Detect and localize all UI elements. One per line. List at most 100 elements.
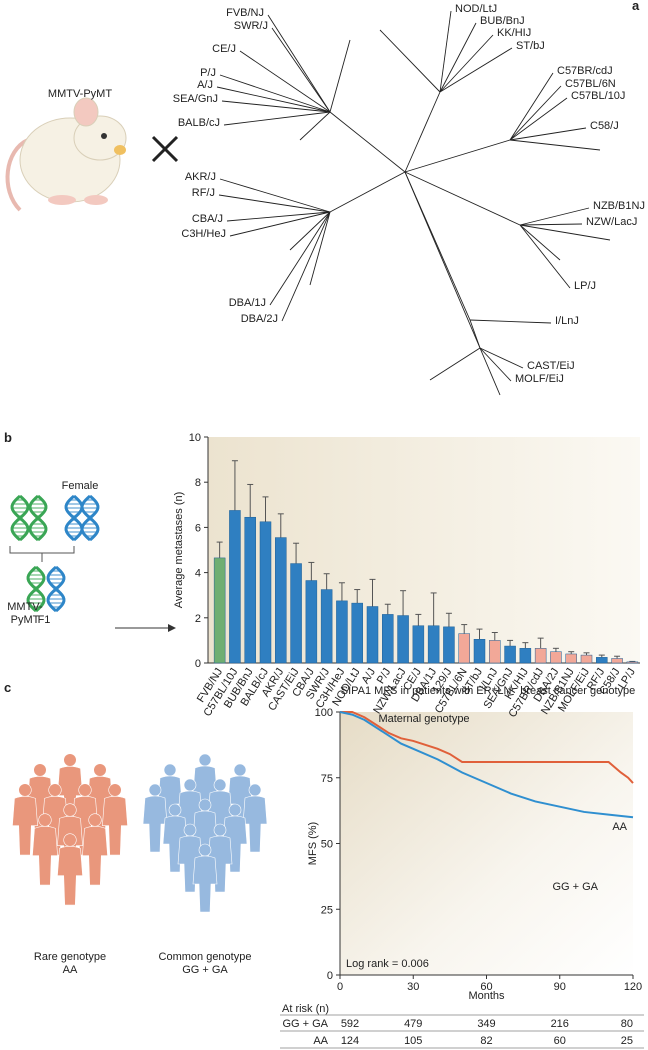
strain-label: NZW/LacJ bbox=[586, 216, 637, 228]
x-tick-label: 120 bbox=[624, 981, 642, 993]
person-head bbox=[48, 783, 62, 797]
person-body bbox=[192, 855, 218, 913]
tree-branch bbox=[519, 207, 590, 226]
tree-branch bbox=[469, 319, 552, 324]
bar bbox=[550, 651, 562, 664]
person-head bbox=[33, 763, 47, 777]
panel-letter: b bbox=[4, 430, 12, 445]
person-head bbox=[213, 778, 227, 792]
person-body bbox=[32, 826, 58, 886]
strain-label: FVB/NJ bbox=[226, 7, 264, 19]
tree-branch bbox=[429, 347, 481, 381]
tree-branch bbox=[404, 91, 441, 173]
person-head bbox=[63, 833, 77, 847]
person-head bbox=[183, 823, 197, 837]
plot-background bbox=[340, 712, 633, 975]
y-axis-label: MFS (%) bbox=[307, 822, 319, 865]
strain-label: NOD/LtJ bbox=[455, 3, 497, 15]
x-tick-label: 90 bbox=[554, 981, 566, 993]
y-tick-label: 0 bbox=[195, 658, 201, 670]
tree-branch bbox=[226, 211, 331, 222]
person-head bbox=[63, 753, 77, 767]
person-head bbox=[248, 783, 262, 797]
person-body bbox=[242, 795, 268, 853]
dna-illustration bbox=[10, 494, 100, 613]
annotation: Log rank = 0.006 bbox=[346, 958, 429, 970]
mouse-label: MMTV-PyMT bbox=[48, 88, 112, 100]
dna-strand bbox=[10, 494, 30, 542]
tree-branch bbox=[309, 211, 331, 286]
dna-label: Female bbox=[62, 480, 99, 492]
y-tick-label: 0 bbox=[327, 970, 333, 982]
row-label: AA bbox=[313, 1035, 328, 1047]
bar bbox=[626, 661, 639, 664]
strain-label: SEA/GnJ bbox=[173, 93, 218, 105]
cross-symbol bbox=[151, 135, 179, 163]
person-head bbox=[213, 823, 227, 837]
group-label: GG + GA bbox=[182, 964, 228, 976]
table-cell: 105 bbox=[404, 1035, 422, 1047]
tree-branch bbox=[439, 47, 513, 93]
strain-label: NZB/B1NJ bbox=[593, 200, 645, 212]
tree-branch bbox=[509, 85, 562, 141]
bar bbox=[519, 648, 532, 664]
tree-branch bbox=[509, 139, 601, 151]
mouse-illustration bbox=[5, 97, 127, 212]
strain-label: ST/bJ bbox=[516, 40, 545, 52]
table-cell: 124 bbox=[341, 1035, 359, 1047]
tree-branch bbox=[509, 97, 568, 141]
strain-label: BALB/cJ bbox=[178, 117, 220, 129]
strain-label: DBA/2J bbox=[241, 313, 278, 325]
tree-branch bbox=[218, 194, 331, 213]
table-cell: 349 bbox=[477, 1018, 495, 1030]
km-curve bbox=[339, 711, 634, 819]
bar bbox=[534, 648, 547, 664]
chart-title: SIPA1 MFS in patients with ER⁺LN⁻ breast… bbox=[341, 685, 636, 697]
tree-branch bbox=[479, 347, 524, 369]
person-head bbox=[233, 763, 247, 777]
strain-label: C57BL/6N bbox=[565, 78, 616, 90]
tree-branch bbox=[299, 111, 331, 141]
panel-letter: c bbox=[4, 680, 11, 695]
people-illustration bbox=[12, 753, 268, 913]
person-head bbox=[18, 783, 32, 797]
strain-label: AKR/J bbox=[185, 171, 216, 183]
tree-branch bbox=[479, 347, 501, 396]
bar bbox=[458, 633, 470, 664]
person-body bbox=[207, 835, 233, 893]
tree-branch bbox=[221, 100, 331, 113]
tree-branch bbox=[329, 171, 406, 213]
tree-branch bbox=[519, 224, 561, 261]
strain-label: C57BL/10J bbox=[571, 90, 625, 102]
y-axis-label: Average metastases (n) bbox=[173, 492, 185, 609]
tree-branch bbox=[404, 171, 481, 349]
person-head bbox=[38, 813, 52, 827]
person-head bbox=[168, 803, 182, 817]
tree-branch bbox=[439, 34, 494, 93]
y-tick-label: 100 bbox=[315, 707, 333, 719]
bar bbox=[443, 626, 455, 664]
bar bbox=[305, 580, 318, 664]
bar bbox=[244, 516, 256, 664]
strain-label: LP/J bbox=[574, 280, 596, 292]
bar bbox=[290, 563, 302, 664]
person-body bbox=[12, 796, 38, 856]
bar bbox=[489, 640, 501, 664]
x-axis-label: Maternal genotype bbox=[378, 713, 469, 725]
bar bbox=[412, 625, 425, 664]
person-head bbox=[183, 778, 197, 792]
strain-label: KK/HIJ bbox=[497, 27, 531, 39]
tree-branch bbox=[219, 178, 331, 213]
tree-branch bbox=[271, 27, 331, 113]
person-head bbox=[88, 813, 102, 827]
strain-label: CAST/EiJ bbox=[527, 360, 575, 372]
person-head bbox=[198, 843, 212, 857]
table-cell: 216 bbox=[551, 1018, 569, 1030]
km-curve bbox=[340, 711, 634, 784]
person-head bbox=[198, 753, 212, 767]
strain-label: C57BR/cdJ bbox=[557, 65, 613, 77]
tree-branch bbox=[379, 29, 441, 93]
person-head bbox=[163, 763, 177, 777]
person-body bbox=[177, 835, 203, 893]
